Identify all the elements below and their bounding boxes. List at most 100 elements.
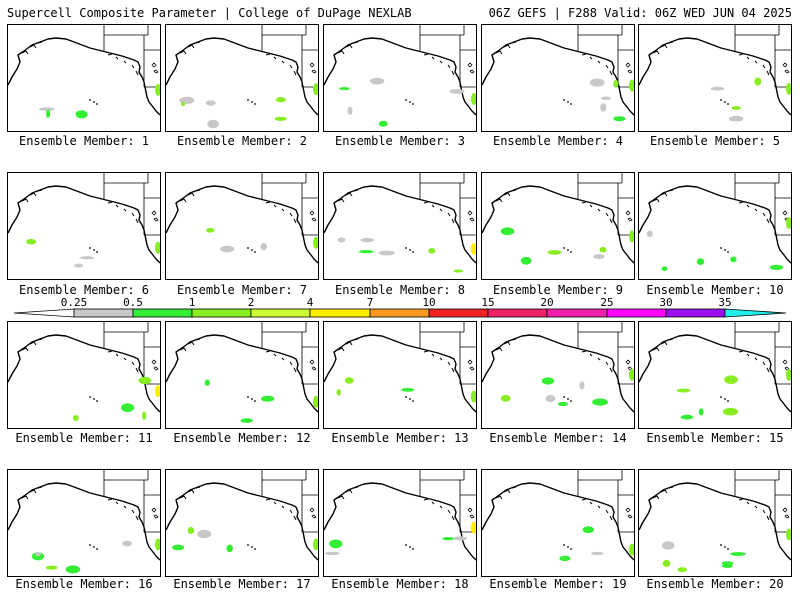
ensemble-member-map xyxy=(481,321,635,429)
coastline xyxy=(324,185,476,264)
island-coastlines xyxy=(179,189,297,224)
scp-shaded-area xyxy=(545,395,556,403)
island-coastlines xyxy=(337,486,455,521)
lakes xyxy=(782,62,790,74)
basemap xyxy=(8,322,160,421)
lakes xyxy=(467,62,475,74)
member-caption: Ensemble Member: 3 xyxy=(334,134,466,148)
political-borders xyxy=(734,322,791,385)
scp-shaded-area xyxy=(629,368,634,381)
island-marker xyxy=(96,103,98,105)
island-coastlines xyxy=(652,486,770,521)
island-marker xyxy=(727,548,729,550)
island-marker xyxy=(563,544,565,546)
basemap xyxy=(8,25,160,119)
island-marker xyxy=(254,400,256,402)
ensemble-member-map xyxy=(323,469,477,577)
island-marker xyxy=(720,544,722,546)
member-caption: Ensemble Member: 13 xyxy=(331,431,469,445)
scp-shaded-area xyxy=(558,401,568,407)
scp-shaded-area xyxy=(646,230,653,237)
island-coastlines xyxy=(495,338,613,373)
island-marker xyxy=(93,546,95,548)
member-caption: Ensemble Member: 5 xyxy=(649,134,781,148)
scp-shaded-area xyxy=(378,250,395,256)
basemap xyxy=(639,470,791,573)
island-coastlines xyxy=(337,338,455,373)
scp-shaded-area xyxy=(197,529,212,539)
island-marker xyxy=(412,400,414,402)
map-title: Supercell Composite Parameter | College … xyxy=(7,6,412,20)
coastline xyxy=(324,482,476,561)
scp-shaded-area xyxy=(347,106,353,115)
scp-shaded-area xyxy=(786,82,791,95)
coastline xyxy=(639,37,791,116)
lakes xyxy=(309,210,317,222)
island-coastlines xyxy=(337,189,455,224)
island-coastlines xyxy=(337,41,455,76)
island-marker xyxy=(409,398,411,400)
scp-shaded-area xyxy=(613,116,626,122)
island-marker xyxy=(570,103,572,105)
scp-shaded-area xyxy=(721,563,733,568)
political-borders xyxy=(419,173,476,236)
scp-shaded-area xyxy=(754,77,762,86)
scp-shaded-area xyxy=(155,241,160,254)
scp-shaded-area xyxy=(589,78,605,87)
political-borders xyxy=(103,173,160,236)
ensemble-member-map xyxy=(165,24,319,132)
island-marker xyxy=(720,99,722,101)
island-marker xyxy=(409,249,411,251)
colorbar-tick-label: 4 xyxy=(306,296,314,309)
scp-shaded-area xyxy=(593,254,605,260)
member-caption: Ensemble Member: 12 xyxy=(173,431,311,445)
island-marker xyxy=(567,101,569,103)
scp-shaded-area xyxy=(35,552,42,557)
island-marker xyxy=(405,544,407,546)
scp-shaded-area xyxy=(180,101,186,107)
scp-shaded-area xyxy=(471,390,476,403)
scp-shaded-area xyxy=(471,93,476,105)
scp-shaded-area xyxy=(226,544,233,553)
scp-shaded-area xyxy=(313,395,318,408)
scp-shaded-area xyxy=(138,376,152,385)
island-coastlines xyxy=(495,189,613,224)
colorbar-tick-label: 20 xyxy=(540,296,554,309)
scp-shaded-area xyxy=(520,256,532,265)
island-marker xyxy=(724,249,726,251)
scp-shaded-area xyxy=(207,119,219,129)
basemap xyxy=(8,470,160,574)
political-borders xyxy=(734,470,791,533)
scp-shaded-area xyxy=(728,115,744,122)
member-caption: Ensemble Member: 16 xyxy=(15,577,153,591)
colorbar-tick-label: 0.5 xyxy=(123,296,143,309)
lakes xyxy=(309,507,317,519)
colorbar xyxy=(13,308,787,318)
model-run-info: 06Z GEFS | F288 Valid: 06Z WED JUN 04 20… xyxy=(488,6,792,20)
colorbar-segment xyxy=(309,308,371,318)
ensemble-member-map xyxy=(165,321,319,429)
political-borders xyxy=(734,25,791,88)
political-borders xyxy=(261,322,318,385)
colorbar-segment xyxy=(369,308,430,318)
political-borders xyxy=(577,470,634,533)
scp-shaded-area xyxy=(313,538,318,551)
colorbar-segment xyxy=(132,308,193,318)
scp-shaded-area xyxy=(730,552,746,556)
scp-shaded-area xyxy=(46,109,51,119)
political-borders xyxy=(103,322,160,385)
scp-shaded-area xyxy=(471,521,476,534)
island-marker xyxy=(254,251,256,253)
scp-shaded-area xyxy=(710,86,725,91)
basemap xyxy=(324,25,476,127)
political-borders xyxy=(261,470,318,533)
scp-shaded-area xyxy=(721,561,734,565)
member-caption: Ensemble Member: 10 xyxy=(646,283,784,297)
scp-shaded-area xyxy=(629,543,634,556)
scp-shaded-area xyxy=(442,537,455,541)
scp-shaded-area xyxy=(187,527,195,534)
scp-shaded-area xyxy=(336,389,341,396)
scp-shaded-area xyxy=(500,227,515,236)
scp-shaded-area xyxy=(329,539,343,549)
basemap xyxy=(8,173,160,268)
